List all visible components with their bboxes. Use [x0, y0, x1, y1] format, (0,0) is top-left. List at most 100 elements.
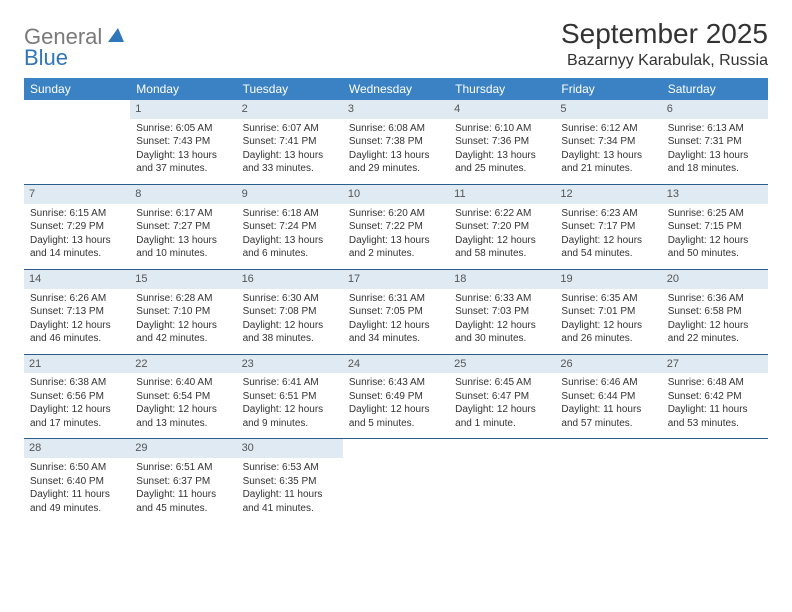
day-cell: 10Sunrise: 6:20 AMSunset: 7:22 PMDayligh… [343, 185, 449, 269]
day-cell: 15Sunrise: 6:28 AMSunset: 7:10 PMDayligh… [130, 270, 236, 354]
day-info-line: Sunrise: 6:25 AM [668, 207, 762, 221]
day-info-line: Daylight: 13 hours and 18 minutes. [668, 149, 762, 176]
day-cell: 25Sunrise: 6:45 AMSunset: 6:47 PMDayligh… [449, 355, 555, 439]
day-info-line: Sunset: 6:58 PM [668, 305, 762, 319]
day-number: 9 [237, 185, 343, 204]
day-number: 27 [662, 355, 768, 374]
day-info-line: Sunset: 7:34 PM [561, 135, 655, 149]
day-cell [449, 439, 555, 523]
day-number: 20 [662, 270, 768, 289]
day-cell: 7 Sunrise: 6:15 AMSunset: 7:29 PMDaylight… [24, 185, 130, 269]
day-cell: 24Sunrise: 6:43 AMSunset: 6:49 PMDayligh… [343, 355, 449, 439]
day-info-line: Sunrise: 6:18 AM [243, 207, 337, 221]
day-info-line: Sunrise: 6:26 AM [30, 292, 124, 306]
page-title: September 2025 [561, 18, 768, 50]
day-info-line: Sunset: 6:37 PM [136, 475, 230, 489]
day-info-line: Sunset: 7:22 PM [349, 220, 443, 234]
day-info-line: Sunrise: 6:08 AM [349, 122, 443, 136]
weekday-header: Tuesday [237, 78, 343, 100]
day-cell: 19Sunrise: 6:35 AMSunset: 7:01 PMDayligh… [555, 270, 661, 354]
day-info-line: Sunrise: 6:17 AM [136, 207, 230, 221]
day-number: 25 [449, 355, 555, 374]
day-number: 17 [343, 270, 449, 289]
day-info-line: Sunrise: 6:20 AM [349, 207, 443, 221]
day-info-line: Sunrise: 6:15 AM [30, 207, 124, 221]
day-info-line: Sunrise: 6:22 AM [455, 207, 549, 221]
day-info-line: Sunset: 7:08 PM [243, 305, 337, 319]
day-info-line: Sunset: 7:05 PM [349, 305, 443, 319]
day-info-line: Daylight: 13 hours and 14 minutes. [30, 234, 124, 261]
day-info-line: Sunrise: 6:51 AM [136, 461, 230, 475]
day-cell [343, 439, 449, 523]
weeks-container: 1Sunrise: 6:05 AMSunset: 7:43 PMDaylight… [24, 100, 768, 523]
day-number: 11 [449, 185, 555, 204]
day-info-line: Sunset: 6:51 PM [243, 390, 337, 404]
day-cell: 6Sunrise: 6:13 AMSunset: 7:31 PMDaylight… [662, 100, 768, 184]
day-info-line: Daylight: 12 hours and 13 minutes. [136, 403, 230, 430]
day-cell: 11Sunrise: 6:22 AMSunset: 7:20 PMDayligh… [449, 185, 555, 269]
day-number: 5 [555, 100, 661, 119]
day-info-line: Daylight: 12 hours and 17 minutes. [30, 403, 124, 430]
day-number: 13 [662, 185, 768, 204]
day-info-line: Daylight: 12 hours and 9 minutes. [243, 403, 337, 430]
day-info-line: Sunset: 7:41 PM [243, 135, 337, 149]
day-info-line: Sunrise: 6:10 AM [455, 122, 549, 136]
day-info-line: Daylight: 12 hours and 30 minutes. [455, 319, 549, 346]
day-number: 12 [555, 185, 661, 204]
day-info-line: Sunset: 6:56 PM [30, 390, 124, 404]
day-info-line: Daylight: 13 hours and 37 minutes. [136, 149, 230, 176]
day-number: 2 [237, 100, 343, 119]
day-info-line: Sunrise: 6:05 AM [136, 122, 230, 136]
day-number: 29 [130, 439, 236, 458]
calendar-week-row: 14Sunrise: 6:26 AMSunset: 7:13 PMDayligh… [24, 269, 768, 354]
day-info-line: Daylight: 11 hours and 57 minutes. [561, 403, 655, 430]
day-cell: 8Sunrise: 6:17 AMSunset: 7:27 PMDaylight… [130, 185, 236, 269]
day-info-line: Sunset: 7:13 PM [30, 305, 124, 319]
day-info-line: Sunset: 7:27 PM [136, 220, 230, 234]
day-cell: 20 Sunrise: 6:36 AMSunset: 6:58 PMDayligh… [662, 270, 768, 354]
day-cell: 4Sunrise: 6:10 AMSunset: 7:36 PMDaylight… [449, 100, 555, 184]
logo-text-blue: Blue [24, 45, 68, 70]
day-info-line: Sunrise: 6:41 AM [243, 376, 337, 390]
day-info-line: Sunset: 7:29 PM [30, 220, 124, 234]
day-number: 14 [24, 270, 130, 289]
day-info-line: Sunset: 7:24 PM [243, 220, 337, 234]
day-info-line: Sunrise: 6:12 AM [561, 122, 655, 136]
day-info-line: Sunrise: 6:28 AM [136, 292, 230, 306]
day-number: 8 [130, 185, 236, 204]
calendar-week-row: 21Sunrise: 6:38 AMSunset: 6:56 PMDayligh… [24, 354, 768, 439]
day-info-line: Sunset: 7:31 PM [668, 135, 762, 149]
day-info-line: Daylight: 11 hours and 41 minutes. [243, 488, 337, 515]
day-info-line: Daylight: 12 hours and 42 minutes. [136, 319, 230, 346]
day-info-line: Sunrise: 6:33 AM [455, 292, 549, 306]
logo-sail-icon [106, 26, 126, 47]
day-number: 7 [24, 185, 130, 204]
day-info-line: Daylight: 12 hours and 34 minutes. [349, 319, 443, 346]
day-cell: 28Sunrise: 6:50 AMSunset: 6:40 PMDayligh… [24, 439, 130, 523]
day-info-line: Sunrise: 6:36 AM [668, 292, 762, 306]
day-cell [24, 100, 130, 184]
weekday-header-row: Sunday Monday Tuesday Wednesday Thursday… [24, 78, 768, 100]
day-number: 16 [237, 270, 343, 289]
day-info-line: Daylight: 12 hours and 54 minutes. [561, 234, 655, 261]
day-info-line: Sunset: 6:54 PM [136, 390, 230, 404]
day-info-line: Daylight: 12 hours and 58 minutes. [455, 234, 549, 261]
day-cell: 21Sunrise: 6:38 AMSunset: 6:56 PMDayligh… [24, 355, 130, 439]
day-info-line: Daylight: 12 hours and 46 minutes. [30, 319, 124, 346]
day-number: 21 [24, 355, 130, 374]
day-info-line: Daylight: 13 hours and 33 minutes. [243, 149, 337, 176]
day-number: 3 [343, 100, 449, 119]
day-info-line: Sunrise: 6:40 AM [136, 376, 230, 390]
day-number: 23 [237, 355, 343, 374]
day-info-line: Sunset: 6:40 PM [30, 475, 124, 489]
day-info-line: Daylight: 12 hours and 50 minutes. [668, 234, 762, 261]
day-cell: 5Sunrise: 6:12 AMSunset: 7:34 PMDaylight… [555, 100, 661, 184]
day-info-line: Sunset: 7:10 PM [136, 305, 230, 319]
day-info-line: Daylight: 12 hours and 22 minutes. [668, 319, 762, 346]
location-label: Bazarnyy Karabulak, Russia [561, 52, 768, 70]
day-info-line: Sunset: 6:49 PM [349, 390, 443, 404]
day-info-line: Sunrise: 6:50 AM [30, 461, 124, 475]
weekday-header: Sunday [24, 78, 130, 100]
day-cell: 3Sunrise: 6:08 AMSunset: 7:38 PMDaylight… [343, 100, 449, 184]
day-info-line: Daylight: 12 hours and 38 minutes. [243, 319, 337, 346]
